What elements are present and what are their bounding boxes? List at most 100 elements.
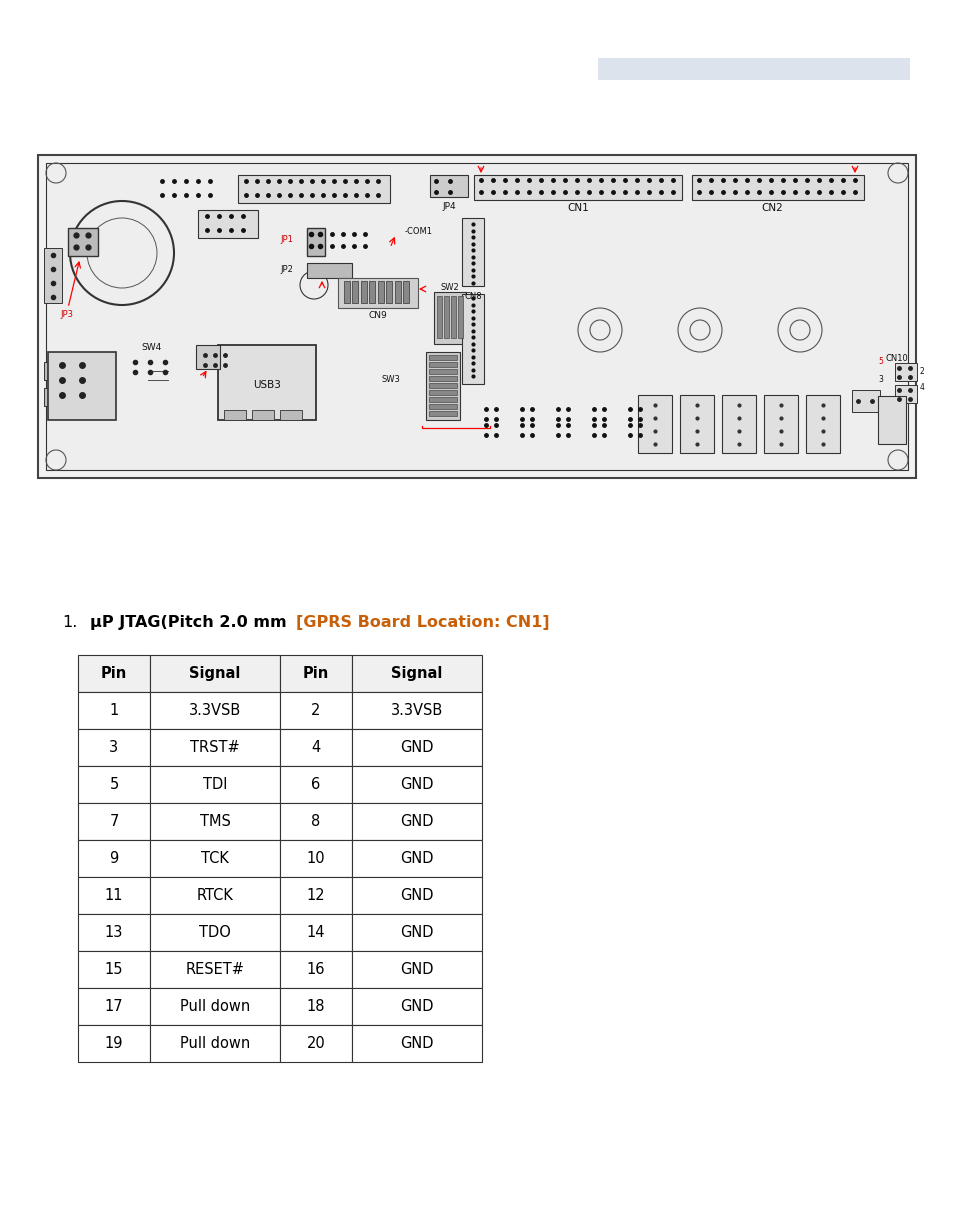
Bar (430, 175, 468, 197)
Text: JP3: JP3 (60, 310, 73, 319)
Bar (395, 281, 400, 303)
Bar (150, 655, 280, 692)
Text: 15: 15 (105, 962, 123, 977)
Text: 3.3VSB: 3.3VSB (189, 703, 241, 718)
Bar (280, 951, 352, 988)
Text: 6: 6 (311, 777, 320, 792)
Text: CN1: CN1 (566, 203, 588, 213)
Text: TCK: TCK (201, 851, 229, 866)
Bar (352, 655, 481, 692)
Bar (150, 692, 280, 729)
Bar (377, 281, 384, 303)
Bar (78, 692, 150, 729)
Bar (150, 840, 280, 877)
Text: GND: GND (400, 925, 434, 940)
Bar (150, 803, 280, 840)
Text: 3.3VSB: 3.3VSB (391, 703, 442, 718)
Bar (280, 410, 302, 420)
Text: Signal: Signal (189, 667, 240, 681)
Bar (280, 692, 352, 729)
Text: 14: 14 (307, 925, 325, 940)
Bar (638, 395, 671, 453)
Text: TRST#: TRST# (190, 740, 239, 755)
Bar (280, 729, 352, 766)
Text: JP2: JP2 (280, 266, 293, 275)
Bar (280, 803, 352, 840)
Bar (150, 914, 280, 951)
Text: 16: 16 (307, 962, 325, 977)
Bar (443, 296, 449, 338)
Text: 2: 2 (919, 366, 923, 376)
Text: 17: 17 (105, 999, 123, 1014)
Text: 18: 18 (307, 999, 325, 1014)
Bar (352, 692, 481, 729)
Bar (894, 363, 916, 381)
Text: CN10: CN10 (885, 354, 908, 363)
Bar (78, 988, 150, 1025)
Bar (150, 877, 280, 914)
Text: 1: 1 (110, 703, 118, 718)
Bar (352, 729, 481, 766)
Bar (46, 163, 907, 469)
Text: 2: 2 (311, 703, 320, 718)
Text: Pin: Pin (302, 667, 329, 681)
Text: Pin: Pin (101, 667, 127, 681)
Bar (461, 294, 483, 384)
Bar (894, 384, 916, 403)
Bar (150, 951, 280, 988)
Text: 13: 13 (105, 925, 123, 940)
Bar (352, 951, 481, 988)
Bar (721, 395, 755, 453)
Text: TDI: TDI (203, 777, 227, 792)
Bar (280, 988, 352, 1025)
Text: TMS: TMS (199, 814, 231, 829)
Bar (436, 296, 441, 338)
Bar (679, 395, 713, 453)
Text: 1.: 1. (62, 615, 77, 630)
Bar (78, 766, 150, 803)
Text: 3: 3 (110, 740, 118, 755)
Bar (352, 840, 481, 877)
Bar (763, 395, 797, 453)
Bar (352, 988, 481, 1025)
Bar (224, 410, 246, 420)
Bar (307, 228, 325, 256)
Bar (78, 877, 150, 914)
Text: 19: 19 (105, 1036, 123, 1051)
Text: GND: GND (400, 740, 434, 755)
Bar (429, 391, 456, 395)
Text: Pull down: Pull down (180, 1036, 250, 1051)
Bar (851, 391, 879, 411)
Bar (474, 175, 681, 200)
Bar (150, 729, 280, 766)
Text: GND: GND (400, 962, 434, 977)
Text: GND: GND (400, 888, 434, 903)
Bar (403, 281, 409, 303)
Bar (78, 803, 150, 840)
Text: Pull down: Pull down (180, 999, 250, 1014)
Bar (78, 1025, 150, 1062)
Bar (337, 278, 417, 308)
Bar (44, 362, 54, 379)
Bar (44, 388, 54, 407)
Bar (344, 281, 350, 303)
Bar (429, 404, 456, 409)
Text: TDO: TDO (199, 925, 231, 940)
Bar (218, 345, 315, 420)
Bar (78, 729, 150, 766)
Text: GND: GND (400, 999, 434, 1014)
Text: [GPRS Board Location: CN1]: [GPRS Board Location: CN1] (295, 615, 549, 630)
Bar (195, 345, 220, 370)
Bar (280, 914, 352, 951)
Text: SW2: SW2 (440, 282, 459, 292)
Bar (429, 383, 456, 388)
Text: JP4: JP4 (442, 202, 456, 211)
Text: 5: 5 (877, 357, 882, 366)
Bar (877, 395, 905, 444)
Bar (426, 352, 459, 420)
Bar (78, 655, 150, 692)
Bar (280, 766, 352, 803)
Bar (307, 262, 352, 278)
Bar (369, 281, 375, 303)
Text: GND: GND (400, 777, 434, 792)
